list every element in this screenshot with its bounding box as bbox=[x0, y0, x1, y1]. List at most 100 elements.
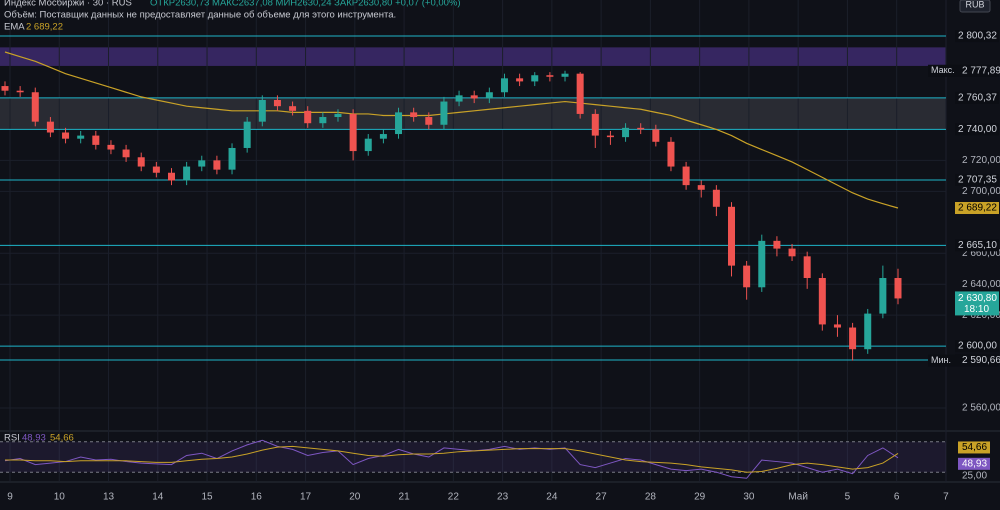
y-tick-label: 2 640,00 bbox=[962, 279, 1000, 290]
max-label: 2 777,89 bbox=[962, 65, 1000, 76]
candle-body bbox=[107, 144, 115, 150]
candle-body bbox=[803, 256, 811, 278]
candle-body bbox=[289, 106, 297, 111]
min-label: 2 590,66 bbox=[962, 355, 1000, 366]
y-tick-label: 2 720,00 bbox=[962, 155, 1000, 166]
candle-body bbox=[622, 127, 630, 138]
candle-body bbox=[712, 189, 720, 207]
candle-body bbox=[470, 95, 478, 99]
candle-body bbox=[379, 134, 387, 139]
rsi-value-label: 54,66 bbox=[962, 442, 987, 453]
x-tick-label: 16 bbox=[251, 492, 263, 503]
candle-body bbox=[304, 110, 312, 124]
candle-body bbox=[788, 248, 796, 257]
candle-body bbox=[122, 149, 130, 158]
rsi-value-box bbox=[958, 457, 990, 470]
level-label-box bbox=[955, 91, 999, 104]
ema-legend-value: 2 689,22 bbox=[26, 22, 63, 33]
candle-body bbox=[46, 121, 54, 133]
candle-body bbox=[637, 127, 645, 130]
x-tick-label: 10 bbox=[54, 492, 66, 503]
candle-body bbox=[500, 78, 508, 93]
candle-body bbox=[167, 172, 175, 181]
candle-body bbox=[606, 135, 614, 138]
rsi-value-box bbox=[958, 441, 990, 454]
candle-body bbox=[743, 265, 751, 288]
x-tick-label: 27 bbox=[596, 492, 608, 503]
x-tick-label: 17 bbox=[300, 492, 312, 503]
min-label-box bbox=[928, 354, 999, 367]
rsi-ma-line bbox=[5, 445, 899, 473]
rsi-value-label: 48,93 bbox=[962, 458, 987, 469]
x-tick-label: 24 bbox=[546, 492, 558, 503]
y-tick-label: 2 560,00 bbox=[962, 403, 1000, 414]
max-name: Макс. bbox=[931, 65, 955, 75]
candle-body bbox=[198, 160, 206, 167]
ema-line bbox=[4, 51, 899, 209]
x-tick-label: 13 bbox=[103, 492, 115, 503]
foreground-layer: 9 10 13 14 15 16 17 20 21 22 23 24 27 28 29 30 Май 5 6 7 2 7… bbox=[0, 30, 1000, 503]
candle-body bbox=[773, 240, 781, 249]
x-tick-label: Май bbox=[788, 492, 808, 503]
candle-body bbox=[228, 147, 236, 170]
title: Индекс Мосбиржи · 30 · RUS bbox=[4, 0, 132, 9]
level-label: 2 665,10 bbox=[958, 240, 997, 251]
candle-body bbox=[92, 135, 100, 145]
candle-body bbox=[137, 157, 145, 167]
rsi-line bbox=[4, 439, 899, 479]
candle-body bbox=[62, 132, 70, 139]
candle-body bbox=[183, 166, 191, 181]
candle-body bbox=[410, 112, 418, 118]
rsi-band bbox=[0, 441, 946, 473]
level-label-box bbox=[955, 340, 999, 353]
x-tick-label: 20 bbox=[349, 492, 361, 503]
x-tick-label: 6 bbox=[894, 492, 900, 503]
candle-body bbox=[319, 117, 327, 124]
candle-body bbox=[334, 113, 342, 118]
level-label: 2 800,32 bbox=[958, 31, 997, 42]
candle-body bbox=[455, 95, 463, 102]
candle-body bbox=[258, 99, 266, 122]
ema-label: 2 689,22 bbox=[958, 203, 997, 214]
last-price-box bbox=[955, 291, 999, 316]
x-tick-label: 21 bbox=[399, 492, 411, 503]
level-label-box bbox=[955, 239, 999, 252]
level-label-box bbox=[955, 30, 999, 43]
rsi-name: RSI bbox=[4, 433, 20, 444]
x-tick-label: 22 bbox=[448, 492, 460, 503]
x-tick-label: 29 bbox=[694, 492, 706, 503]
candle-body bbox=[364, 138, 372, 152]
candle-body bbox=[395, 112, 403, 135]
candle-body bbox=[546, 75, 554, 77]
candle-body bbox=[16, 90, 24, 93]
last-price-label: 2 630,80 bbox=[958, 293, 997, 304]
candle-body bbox=[516, 78, 524, 82]
level-label: 2 600,00 bbox=[958, 341, 997, 352]
x-tick-label: 28 bbox=[645, 492, 657, 503]
x-tick-label: 7 bbox=[943, 492, 949, 503]
candle-body bbox=[77, 135, 85, 139]
level-label-box bbox=[955, 123, 999, 136]
candle-body bbox=[1, 86, 9, 91]
candle-body bbox=[697, 185, 705, 190]
currency-box[interactable] bbox=[959, 0, 991, 13]
rsi-tick-label: 25,00 bbox=[962, 471, 987, 482]
candle-body bbox=[561, 73, 569, 77]
x-tick-label: 14 bbox=[152, 492, 164, 503]
candle-body bbox=[849, 327, 857, 350]
y-tick-label: 2 700,00 bbox=[962, 186, 1000, 197]
ema-name: EMA bbox=[4, 22, 25, 33]
x-tick-label: 15 bbox=[201, 492, 213, 503]
countdown: 18:10 bbox=[964, 304, 989, 315]
rsi-ma-legend-value: 54,66 bbox=[50, 433, 74, 444]
x-tick-label: 9 bbox=[7, 492, 13, 503]
candle-body bbox=[213, 160, 221, 170]
candle-body bbox=[894, 277, 902, 299]
candle-body bbox=[152, 166, 160, 173]
level-label: 2 740,00 bbox=[958, 124, 997, 135]
price-zone bbox=[0, 47, 946, 66]
level-label: 2 707,35 bbox=[958, 175, 997, 186]
currency[interactable]: RUB bbox=[965, 0, 984, 9]
